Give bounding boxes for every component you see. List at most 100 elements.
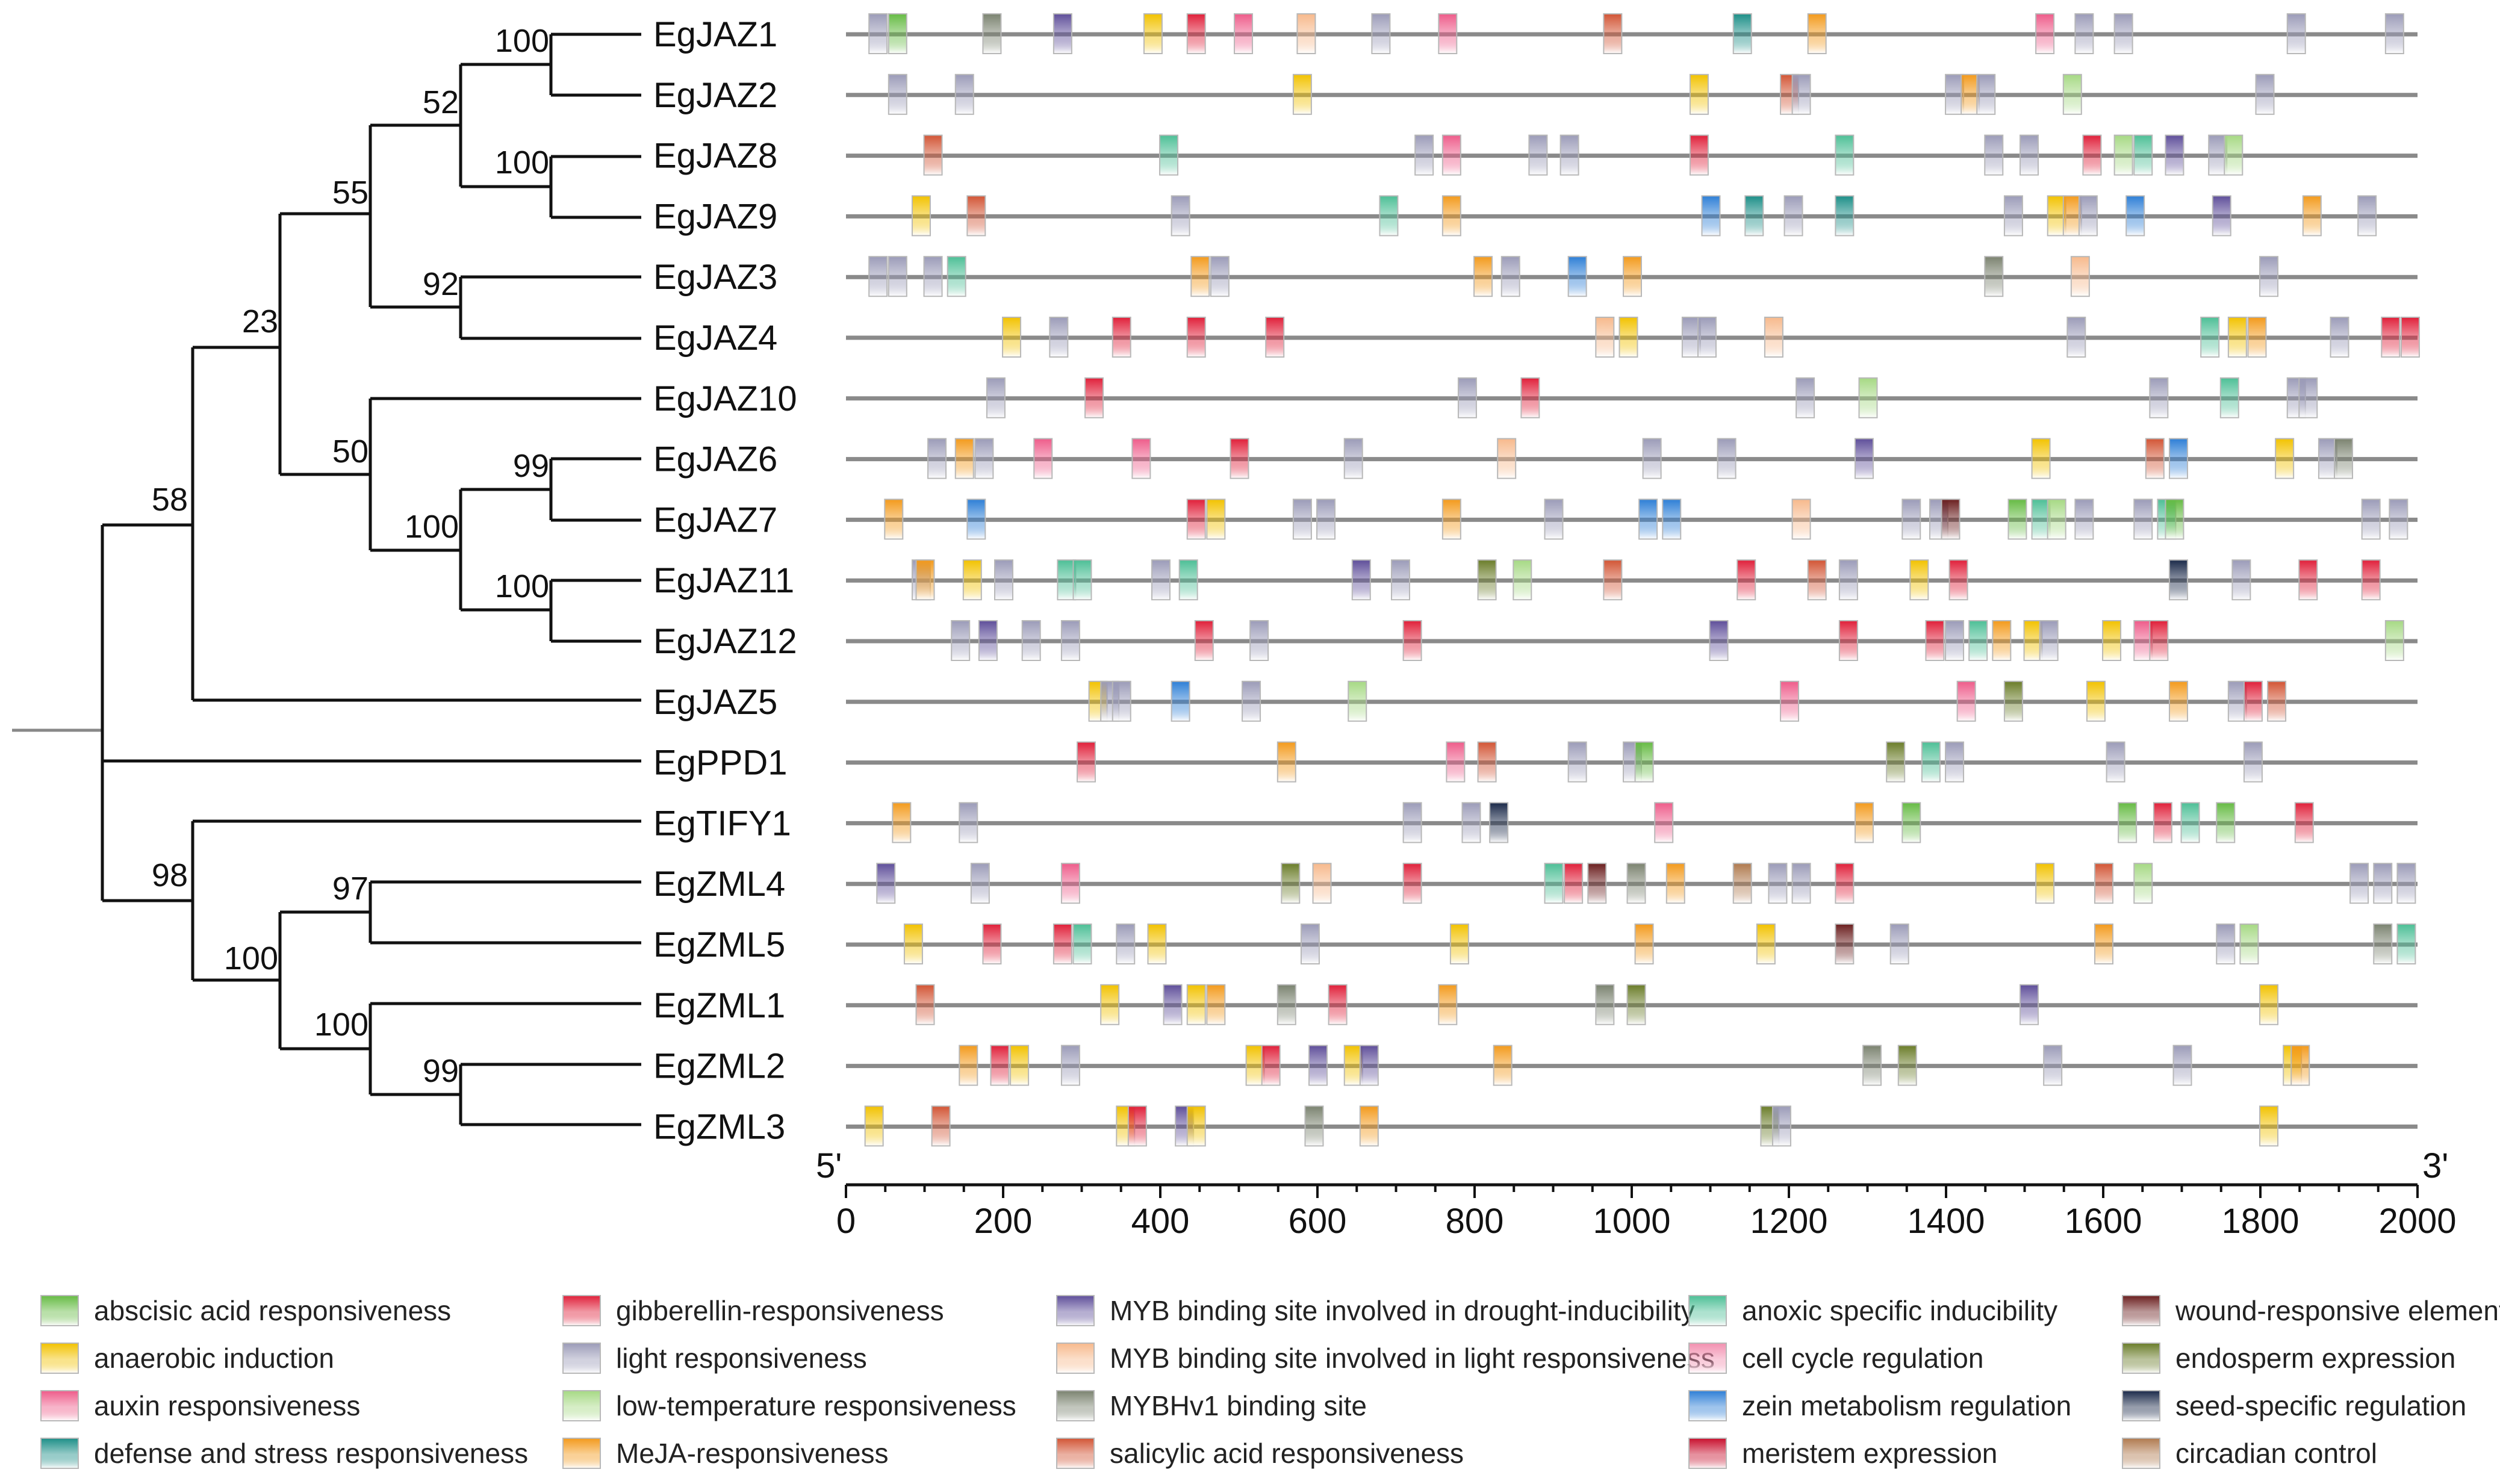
cis-element-zein [1701,195,1721,237]
cis-element-myb_drought [1163,984,1183,1025]
cis-element-meja [2168,680,2188,722]
cis-element-anoxic [2200,317,2220,358]
cis-element-meja [1807,13,1827,54]
cis-element-gibberellin [1053,924,1072,964]
legend-swatch [1056,1343,1095,1374]
cis-element-light [2349,863,2369,904]
cis-element-light [1171,195,1190,237]
cis-element-light [1783,195,1803,237]
cis-element-myb_drought [1053,13,1072,54]
cis-element-zein [966,498,986,540]
legend-label: low-temperature responsiveness [616,1390,1016,1421]
cis-element-light [1791,863,1811,904]
cis-element-light [1717,438,1737,479]
cis-element-auxin [1438,13,1458,54]
cis-element-light [1889,924,1909,964]
bootstrap-value: 100 [405,509,459,545]
cis-element-light [1391,559,1411,601]
legend-label: gibberellin-responsiveness [616,1295,944,1326]
cis-element-anaerobic [1100,984,1120,1025]
bootstrap-value: 97 [332,871,368,907]
legend-label: MYB binding site involved in drought-ind… [1110,1295,1695,1326]
cis-element-anaerobic [903,924,923,964]
cis-element-lowtemp [1513,559,1532,601]
gene-label: EgJAZ12 [653,622,797,661]
cis-element-anaerobic [2086,680,2106,722]
legend-swatch [40,1343,79,1374]
bootstrap-value: 23 [242,303,278,340]
cis-element-light [1151,559,1171,601]
cis-element-meja [1441,498,1461,540]
cis-element-meja [2062,195,2082,237]
cis-element-light [1500,256,1520,297]
cis-element-anaerobic [2035,863,2055,904]
legend-label: circadian control [2175,1438,2377,1469]
cis-element-gibberellin [2361,559,2381,601]
cis-element-anaerobic [1002,317,1022,358]
cis-element-meja [1190,256,1210,297]
legend-label: salicylic acid responsiveness [1110,1438,1464,1469]
cis-element-meja [915,559,935,601]
cis-element-myb_drought [1308,1045,1328,1086]
cis-element-light [2373,863,2393,904]
cis-element-anaerobic [2023,620,2043,661]
gene-label: EgZML3 [653,1107,785,1146]
cis-element-anoxic [1544,863,1564,904]
x-axis: 0 200 400 600 800 1000 1200 1400 1600 1800 2000 5' 3… [816,1146,2457,1241]
legend-swatch [562,1295,601,1326]
cis-element-endosperm [1626,984,1646,1025]
bootstrap-value: 99 [423,1053,459,1089]
cis-element-light [2389,498,2408,540]
legend: abscisic acid responsiveness anaerobic in… [40,1295,2500,1469]
cis-element-anoxic [1178,559,1198,601]
x-tick-label: 1400 [1907,1202,1985,1241]
x-tick-label: 200 [974,1202,1033,1241]
cis-element-light [2074,498,2094,540]
cis-element-light [2396,863,2416,904]
gene-label: EgJAZ5 [653,683,777,722]
cis-element-meja [1441,195,1461,237]
cis-element-anoxic [1072,559,1092,601]
cis-element-gibberellin [1186,317,1206,358]
cis-element-defense [1835,195,1855,237]
cis-element-light [2216,924,2236,964]
cis-element-lowtemp [2224,134,2243,176]
cis-element-mybhv1 [1626,863,1646,904]
cis-element-light [1116,924,1136,964]
cis-element-gibberellin [1186,498,1206,540]
cis-element-wound [1835,924,1855,964]
legend-swatch [562,1438,601,1469]
cis-element-anaerobic [1143,13,1163,54]
cis-element-anaerobic [2102,620,2122,661]
cis-element-myb_drought [1359,1045,1379,1086]
cis-element-lowtemp [2239,924,2259,964]
cis-element-circadian [1732,863,1752,904]
cis-element-aba [888,13,907,54]
cis-element-meja [959,1045,978,1086]
bootstrap-value: 100 [495,568,549,604]
cis-element-gibberellin [990,1045,1010,1086]
phylogenetic-tree [12,33,641,1126]
cis-element-light [2066,317,2086,358]
cis-element-light [868,13,888,54]
gene-label: EgJAZ4 [653,318,777,358]
cis-element-light [951,620,971,661]
bootstrap-value: 52 [423,84,459,120]
cis-element-myb_drought [1709,620,1729,661]
cis-element-mybhv1 [1862,1045,1882,1086]
bootstrap-value: 100 [224,940,278,976]
cis-element-light [888,256,907,297]
cis-element-myb_drought [978,620,998,661]
cis-element-light [2149,377,2169,418]
cis-element-anaerobic [2259,984,2279,1025]
cis-element-aba [1634,741,1654,783]
cis-element-zein [1662,498,1682,540]
cis-element-anaerobic [1909,559,1929,601]
cis-element-light [2286,13,2306,54]
bootstrap-value: 100 [495,23,549,59]
cis-element-salicylic [966,195,986,237]
cis-element-myb_light [1497,438,1517,479]
cis-element-seed [2168,559,2188,601]
cis-element-meja [954,438,974,479]
cis-element-light [1292,498,1312,540]
